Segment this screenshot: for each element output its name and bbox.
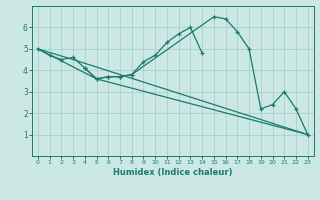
X-axis label: Humidex (Indice chaleur): Humidex (Indice chaleur) bbox=[113, 168, 233, 177]
